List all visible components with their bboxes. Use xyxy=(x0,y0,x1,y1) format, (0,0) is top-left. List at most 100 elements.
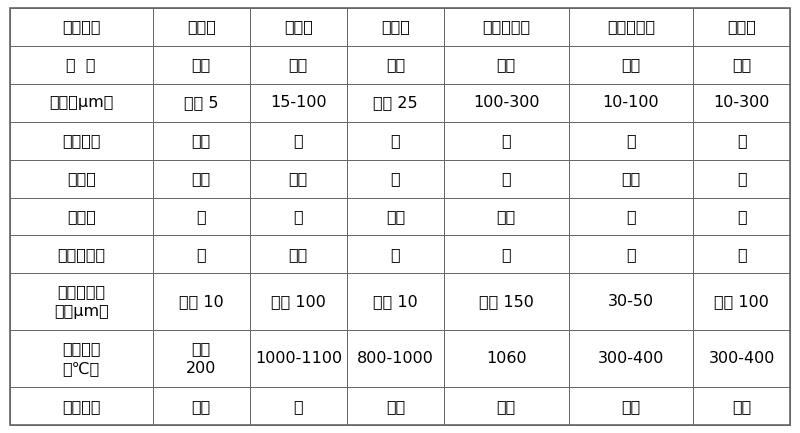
Bar xyxy=(569,84,694,122)
Bar xyxy=(569,236,694,273)
Bar xyxy=(153,273,250,330)
Bar xyxy=(347,8,444,46)
Bar xyxy=(10,46,153,84)
Text: 优: 优 xyxy=(737,133,746,148)
Bar xyxy=(444,160,569,197)
Bar xyxy=(569,160,694,197)
Text: 一般: 一般 xyxy=(289,247,308,262)
Bar xyxy=(10,197,153,236)
Text: 钼锰法: 钼锰法 xyxy=(381,19,410,34)
Text: 15-100: 15-100 xyxy=(270,95,326,110)
Bar xyxy=(153,160,250,197)
Text: 小于 10: 小于 10 xyxy=(373,294,418,310)
Text: 100-300: 100-300 xyxy=(473,95,539,110)
Text: 良: 良 xyxy=(626,133,636,148)
Text: 低: 低 xyxy=(294,209,303,224)
Text: 附着力: 附着力 xyxy=(66,171,96,186)
Bar xyxy=(153,8,250,46)
Text: 较低: 较低 xyxy=(732,399,751,414)
Bar xyxy=(10,8,153,46)
Bar xyxy=(569,122,694,160)
Bar xyxy=(347,46,444,84)
Text: 1000-1100: 1000-1100 xyxy=(254,351,342,366)
Bar xyxy=(444,122,569,160)
Text: 较高: 较高 xyxy=(622,399,641,414)
Text: 外  观: 外 观 xyxy=(66,57,96,72)
Text: 良: 良 xyxy=(294,133,303,148)
Text: 10-100: 10-100 xyxy=(602,95,659,110)
Text: 本发明: 本发明 xyxy=(727,19,756,34)
Text: 亚光: 亚光 xyxy=(386,57,405,72)
Bar xyxy=(153,330,250,387)
Bar xyxy=(250,387,347,425)
Text: 亚光: 亚光 xyxy=(289,57,308,72)
Bar xyxy=(250,84,347,122)
Text: 小于 5: 小于 5 xyxy=(184,95,218,110)
Bar xyxy=(153,387,250,425)
Bar xyxy=(694,236,790,273)
Bar xyxy=(347,197,444,236)
Text: 1060: 1060 xyxy=(486,351,526,366)
Bar xyxy=(569,273,694,330)
Text: 良: 良 xyxy=(737,247,746,262)
Bar xyxy=(347,387,444,425)
Text: 较低: 较低 xyxy=(192,171,211,186)
Bar xyxy=(153,122,250,160)
Bar xyxy=(444,273,569,330)
Text: 工艺温度
（℃）: 工艺温度 （℃） xyxy=(62,341,101,376)
Text: 较高: 较高 xyxy=(497,399,516,414)
Bar xyxy=(250,160,347,197)
Bar xyxy=(444,330,569,387)
Bar xyxy=(694,8,790,46)
Bar xyxy=(153,236,250,273)
Bar xyxy=(10,160,153,197)
Bar xyxy=(10,330,153,387)
Text: 差: 差 xyxy=(197,247,206,262)
Bar xyxy=(444,197,569,236)
Bar xyxy=(250,273,347,330)
Text: 较高: 较高 xyxy=(289,171,308,186)
Bar xyxy=(694,160,790,197)
Bar xyxy=(444,387,569,425)
Text: 较高: 较高 xyxy=(386,209,405,224)
Text: 载流能力: 载流能力 xyxy=(62,133,101,148)
Text: 10-300: 10-300 xyxy=(714,95,770,110)
Bar xyxy=(10,236,153,273)
Bar xyxy=(10,387,153,425)
Text: 高: 高 xyxy=(737,171,746,186)
Text: 高: 高 xyxy=(502,171,511,186)
Text: 良: 良 xyxy=(626,247,636,262)
Text: 高: 高 xyxy=(390,171,400,186)
Text: 性能指标: 性能指标 xyxy=(62,19,101,34)
Bar xyxy=(694,197,790,236)
Bar xyxy=(250,197,347,236)
Bar xyxy=(153,197,250,236)
Bar xyxy=(250,122,347,160)
Bar xyxy=(444,236,569,273)
Text: 800-1000: 800-1000 xyxy=(357,351,434,366)
Text: 较高: 较高 xyxy=(622,171,641,186)
Text: 30-50: 30-50 xyxy=(608,294,654,310)
Bar xyxy=(250,236,347,273)
Bar xyxy=(569,387,694,425)
Text: 差: 差 xyxy=(390,133,400,148)
Bar xyxy=(569,46,694,84)
Text: 高: 高 xyxy=(197,209,206,224)
Text: 高: 高 xyxy=(294,399,303,414)
Text: 亚光: 亚光 xyxy=(622,57,641,72)
Text: 一般: 一般 xyxy=(192,133,211,148)
Text: 光亮: 光亮 xyxy=(497,57,516,72)
Bar xyxy=(153,46,250,84)
Text: 光亮: 光亮 xyxy=(192,57,211,72)
Bar xyxy=(569,8,694,46)
Text: 低于
200: 低于 200 xyxy=(186,341,217,376)
Text: 膜厚（μm）: 膜厚（μm） xyxy=(49,95,114,110)
Bar xyxy=(347,273,444,330)
Text: 综合成本: 综合成本 xyxy=(62,399,101,414)
Text: 300-400: 300-400 xyxy=(709,351,775,366)
Text: 小于 10: 小于 10 xyxy=(179,294,224,310)
Bar xyxy=(694,387,790,425)
Text: 大于 100: 大于 100 xyxy=(714,294,770,310)
Text: 高: 高 xyxy=(737,209,746,224)
Bar xyxy=(569,330,694,387)
